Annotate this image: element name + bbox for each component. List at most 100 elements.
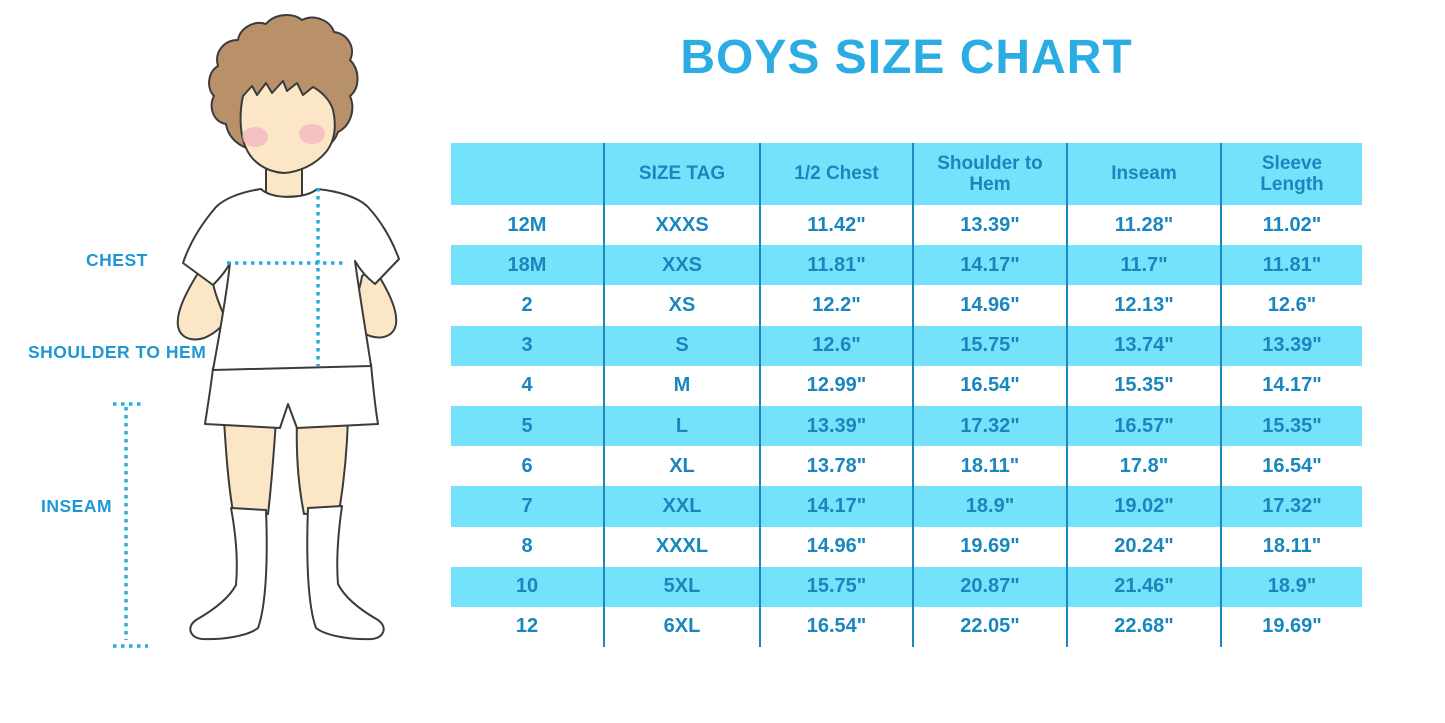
table-cell: 15.35" [1220,405,1362,447]
table-cell: 18.9" [912,486,1066,527]
table-row: 18M XXS 11.81" 14.17" 11.7" 11.81" [451,245,1362,286]
table-cell: 10 [515,575,539,598]
table-row: 4 M 12.99" 16.54" 15.35" 14.17" [451,365,1362,406]
table-cell: 3 [521,334,533,357]
table-cell: XXS [603,245,759,286]
table-cell: 18.9" [1220,566,1362,607]
table-cell: 15.75" [759,566,912,607]
table-cell: 6 [521,454,533,477]
table-row: 7 XXL 14.17" 18.9" 19.02" 17.32" [451,486,1362,527]
table-cell: XS [603,285,759,326]
table-cell: 12.2" [759,285,912,326]
table-cell: 12.13" [1066,285,1220,326]
table-cell: 5XL [603,566,759,607]
table-cell: 19.69" [1220,606,1362,648]
table-cell: 11.81" [759,245,912,286]
left-arm-shape [176,269,227,341]
table-cell: XXXS [603,205,759,246]
table-cell: 11.81" [1220,245,1362,286]
table-cell: 13.74" [1066,325,1220,366]
table-cell: 13.39" [759,405,912,447]
table-row: 12 6XL 16.54" 22.05" 22.68" 19.69" [451,606,1362,648]
table-cell: 18M [507,253,547,276]
table-cell: 11.02" [1220,205,1362,246]
table-cell: 13.78" [759,446,912,487]
table-cell: 11.7" [1066,245,1220,286]
table-cell: 11.28" [1066,205,1220,246]
table-cell: 12.6" [1220,285,1362,326]
table-cell: 16.54" [1220,446,1362,487]
table-cell: 5 [521,414,533,437]
right-sock-shape [306,505,385,641]
header-cell: 1/2 Chest [759,143,912,205]
table-row: 5 L 13.39" 17.32" 16.57" 15.35" [451,405,1362,447]
face-shape [239,80,336,174]
table-cell: 22.68" [1066,606,1220,648]
table-cell: 17.32" [1220,486,1362,527]
table-row: 2 XS 12.2" 14.96" 12.13" 12.6" [451,285,1362,326]
table-row: 10 5XL 15.75" 20.87" 21.46" 18.9" [451,566,1362,607]
table-cell: 12.6" [759,325,912,366]
header-cell: Inseam [1066,143,1220,205]
table-cell: 17.8" [1066,446,1220,487]
table-row: 6 XL 13.78" 18.11" 17.8" 16.54" [451,446,1362,487]
boy-illustration [113,14,400,648]
page-title: BOYS SIZE CHART [680,31,1133,84]
shoulder-to-hem-label: SHOULDER TO HEM [28,342,207,362]
table-cell: 16.57" [1066,405,1220,447]
header-cell: SIZE TAG [603,143,759,205]
table-row: 12M XXXS 11.42" 13.39" 11.28" 11.02" [451,205,1362,246]
chest-label: CHEST [86,250,148,270]
table-cell: 6XL [603,606,759,648]
table-cell: S [603,325,759,366]
table-cell: 12.99" [759,365,912,406]
table-cell: 18.11" [1220,526,1362,567]
table-cell: 18.11" [912,446,1066,487]
table-cell: 15.75" [912,325,1066,366]
header-cell [451,143,603,205]
table-cell: 15.35" [1066,365,1220,406]
table-cell: 2 [521,293,533,316]
table-cell: XXXL [603,526,759,567]
table-cell: 13.39" [912,205,1066,246]
table-cell: M [603,365,759,406]
right-cheek [299,124,325,144]
table-cell: 22.05" [912,606,1066,648]
table-cell: 4 [521,374,533,397]
right-leg-shape [295,417,349,515]
table-cell: 21.46" [1066,566,1220,607]
size-table: SIZE TAG 1/2 Chest Shoulder to Hem Inseam Sl… [451,143,1362,648]
shorts-shape [204,363,379,429]
table-cell: 14.96" [912,285,1066,326]
table-cell: 13.39" [1220,325,1362,366]
left-sock-shape [189,507,268,641]
table-cell: 11.42" [759,205,912,246]
table-cell: 8 [521,535,533,558]
table-cell: 14.17" [759,486,912,527]
table-header-row: SIZE TAG 1/2 Chest Shoulder to Hem Inseam Sl… [451,143,1362,205]
left-cheek [242,127,268,147]
table-cell: 12M [507,213,547,236]
table-cell: 12 [515,615,539,638]
table-cell: XL [603,446,759,487]
shirt-shape [182,188,400,371]
left-leg-shape [223,419,277,515]
table-cell: 16.54" [759,606,912,648]
table-cell: 14.96" [759,526,912,567]
table-cell: 7 [521,494,533,517]
table-cell: L [603,405,759,447]
table-row: 3 S 12.6" 15.75" 13.74" 13.39" [451,325,1362,366]
table-cell: 19.02" [1066,486,1220,527]
table-cell: XXL [603,486,759,527]
inseam-label: INSEAM [41,496,113,516]
header-cell: Shoulder to Hem [912,143,1066,205]
table-cell: 16.54" [912,365,1066,406]
table-cell: 20.87" [912,566,1066,607]
table-row: 8 XXXL 14.96" 19.69" 20.24" 18.11" [451,526,1362,567]
table-cell: 14.17" [1220,365,1362,406]
table-cell: 20.24" [1066,526,1220,567]
header-cell: Sleeve Length [1220,143,1362,205]
table-cell: 17.32" [912,405,1066,447]
table-cell: 14.17" [912,245,1066,286]
table-cell: 19.69" [912,526,1066,567]
